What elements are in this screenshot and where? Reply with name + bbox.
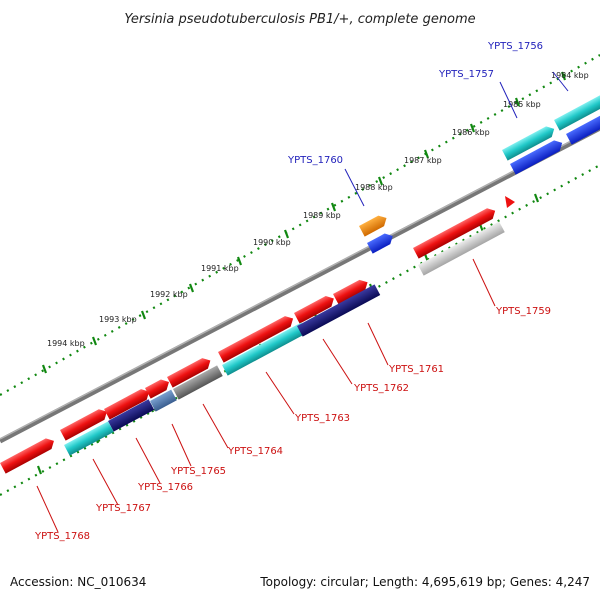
gene-blue[interactable] (566, 112, 600, 145)
gene-steel[interactable] (150, 389, 177, 412)
gene-label[interactable]: YPTS_1759 (495, 306, 551, 317)
gene-label[interactable]: YPTS_1757 (438, 69, 494, 80)
gene-red[interactable] (104, 386, 152, 420)
scale-label: 1987 kbp (404, 156, 442, 165)
gene-cyan[interactable] (222, 322, 307, 376)
scale-label: 1989 kbp (303, 211, 341, 220)
gene-label[interactable]: YPTS_1762 (353, 383, 409, 394)
backbone-highlight (0, 125, 600, 440)
gene-orange[interactable] (359, 213, 389, 237)
scale-label: 1990 kbp (253, 238, 291, 247)
gene-navy[interactable] (297, 284, 381, 337)
scale-label: 1994 kbp (47, 339, 85, 348)
upper-scale-line (0, 54, 600, 396)
bottom-leaders (36, 258, 496, 533)
gene-red[interactable] (294, 293, 337, 324)
gene-red[interactable] (218, 313, 296, 363)
gene-blue[interactable] (367, 231, 396, 254)
reverse-genes (64, 221, 505, 456)
scale-label: 1986 kbp (452, 128, 490, 137)
gene-red[interactable] (60, 406, 110, 441)
accession-text: Accession: NC_010634 (10, 575, 146, 589)
gene-red[interactable] (413, 205, 498, 259)
gene-red[interactable] (333, 277, 370, 305)
gene-label[interactable]: YPTS_1760 (287, 155, 343, 166)
topology-text: Topology: circular; Length: 4,695,619 bp… (259, 575, 590, 589)
gene-label[interactable]: YPTS_1766 (137, 482, 193, 493)
scale-label: 1992 kbp (150, 290, 188, 299)
forward-genes (0, 93, 600, 474)
gene-red-marker[interactable] (505, 196, 515, 208)
gene-label[interactable]: YPTS_1765 (170, 466, 226, 477)
top-leaders (344, 71, 569, 207)
scale-labels: 1984 kbp 1985 kbp 1986 kbp 1987 kbp 1988… (47, 71, 589, 348)
gene-label[interactable]: YPTS_1763 (294, 413, 350, 424)
gene-navy[interactable] (108, 399, 155, 432)
gene-label[interactable]: YPTS_1767 (95, 503, 151, 514)
gene-grey[interactable] (173, 365, 223, 400)
scale-label: 1988 kbp (355, 183, 393, 192)
gene-label[interactable]: YPTS_1764 (227, 446, 283, 457)
gene-label[interactable]: YPTS_1761 (388, 364, 444, 375)
map-title: Yersinia pseudotuberculosis PB1/+, compl… (124, 12, 475, 27)
scale-label: 1991 kbp (201, 264, 239, 273)
scale-label: 1985 kbp (503, 100, 541, 109)
gene-red[interactable] (0, 436, 57, 474)
scale-label: 1984 kbp (551, 71, 589, 80)
gene-cyan[interactable] (554, 93, 600, 131)
gene-red[interactable] (167, 355, 213, 388)
gene-label[interactable]: YPTS_1756 (487, 41, 543, 52)
gene-red[interactable] (145, 377, 172, 399)
gene-label[interactable]: YPTS_1768 (34, 531, 90, 542)
gene-light-grey[interactable] (418, 221, 505, 276)
genome-backbone (0, 125, 600, 444)
gene-blue[interactable] (510, 138, 565, 175)
scale-label: 1993 kbp (99, 315, 137, 324)
gene-cyan[interactable] (64, 421, 114, 456)
gene-cyan[interactable] (502, 124, 557, 161)
